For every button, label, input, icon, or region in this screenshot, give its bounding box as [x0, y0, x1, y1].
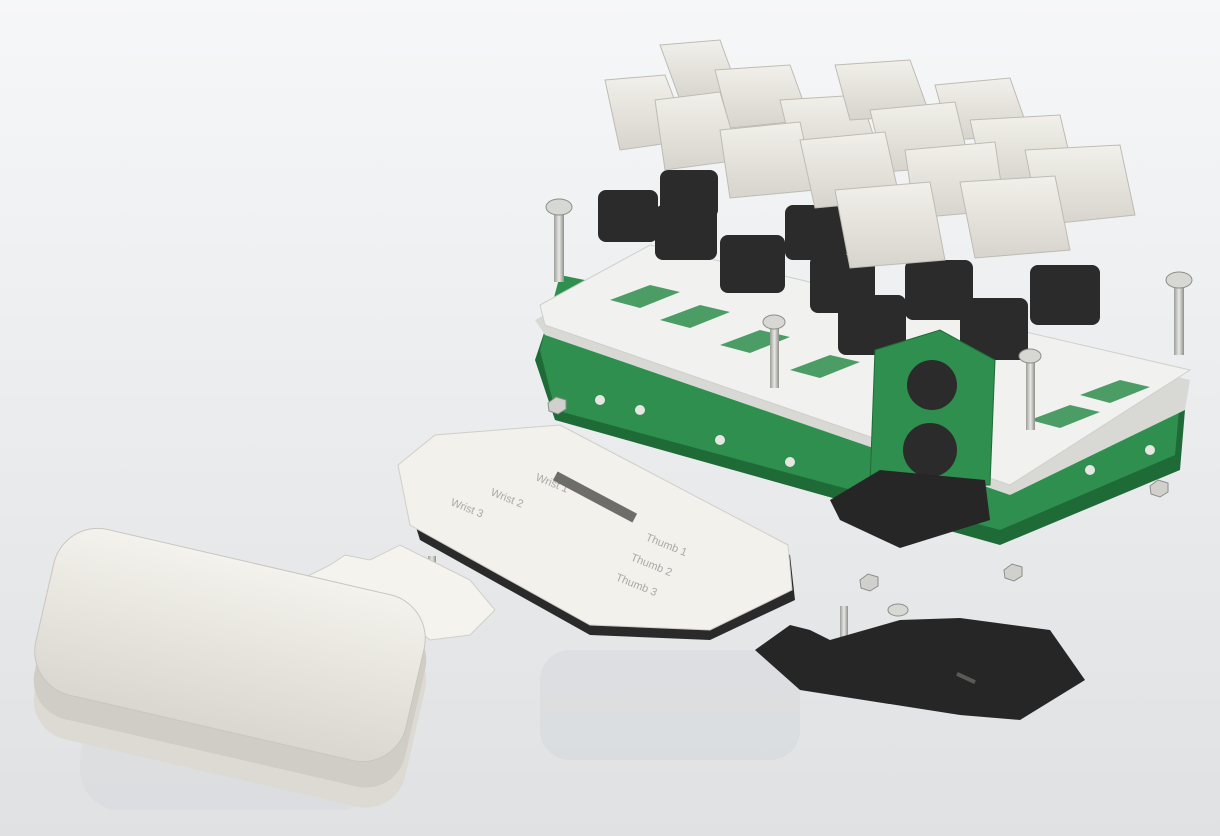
keycaps	[604, 39, 1136, 269]
black-base-plate	[755, 618, 1085, 720]
palm-rest	[33, 527, 427, 808]
key-switches	[598, 170, 1100, 360]
thumb-module	[830, 329, 996, 548]
selector-plate: Wrist 1 Wrist 2 Wrist 3 Thumb 1 Thumb 2 …	[397, 424, 795, 640]
